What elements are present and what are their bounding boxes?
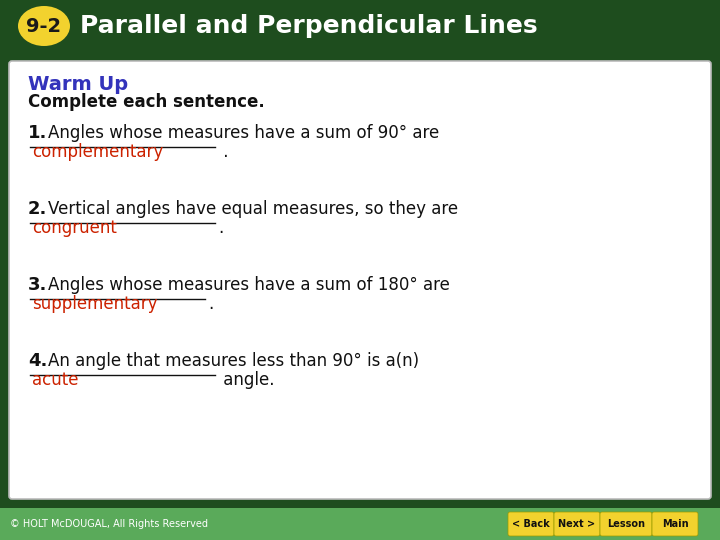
- Text: Angles whose measures have a sum of 180° are: Angles whose measures have a sum of 180°…: [48, 276, 450, 294]
- Text: Warm Up: Warm Up: [28, 75, 128, 93]
- Text: An angle that measures less than 90° is a(n): An angle that measures less than 90° is …: [48, 352, 419, 370]
- Bar: [0, 508, 720, 540]
- Text: 2.: 2.: [28, 200, 48, 218]
- Text: acute: acute: [32, 371, 78, 389]
- Text: Complete each sentence.: Complete each sentence.: [28, 93, 265, 111]
- Text: 9-2: 9-2: [27, 17, 62, 36]
- Text: supplementary: supplementary: [32, 295, 158, 313]
- Bar: [0, 0, 720, 52]
- Text: Vertical angles have equal measures, so they are: Vertical angles have equal measures, so …: [48, 200, 458, 218]
- Text: < Back: < Back: [512, 519, 550, 529]
- Text: Angles whose measures have a sum of 90° are: Angles whose measures have a sum of 90° …: [48, 124, 439, 142]
- Ellipse shape: [18, 6, 70, 46]
- Text: angle.: angle.: [218, 371, 274, 389]
- Text: Lesson: Lesson: [607, 519, 645, 529]
- Text: © HOLT McDOUGAL, All Rights Reserved: © HOLT McDOUGAL, All Rights Reserved: [10, 519, 208, 529]
- FancyBboxPatch shape: [652, 512, 698, 536]
- FancyBboxPatch shape: [508, 512, 554, 536]
- Text: 1.: 1.: [28, 124, 48, 142]
- FancyBboxPatch shape: [600, 512, 652, 536]
- Text: .: .: [218, 143, 228, 161]
- Text: .: .: [208, 295, 213, 313]
- Text: Main: Main: [662, 519, 688, 529]
- Text: .: .: [218, 219, 223, 237]
- FancyBboxPatch shape: [9, 61, 711, 499]
- Text: Next >: Next >: [559, 519, 595, 529]
- Text: Parallel and Perpendicular Lines: Parallel and Perpendicular Lines: [80, 14, 538, 38]
- Text: complementary: complementary: [32, 143, 163, 161]
- Text: 4.: 4.: [28, 352, 48, 370]
- Text: congruent: congruent: [32, 219, 117, 237]
- Text: 3.: 3.: [28, 276, 48, 294]
- FancyBboxPatch shape: [554, 512, 600, 536]
